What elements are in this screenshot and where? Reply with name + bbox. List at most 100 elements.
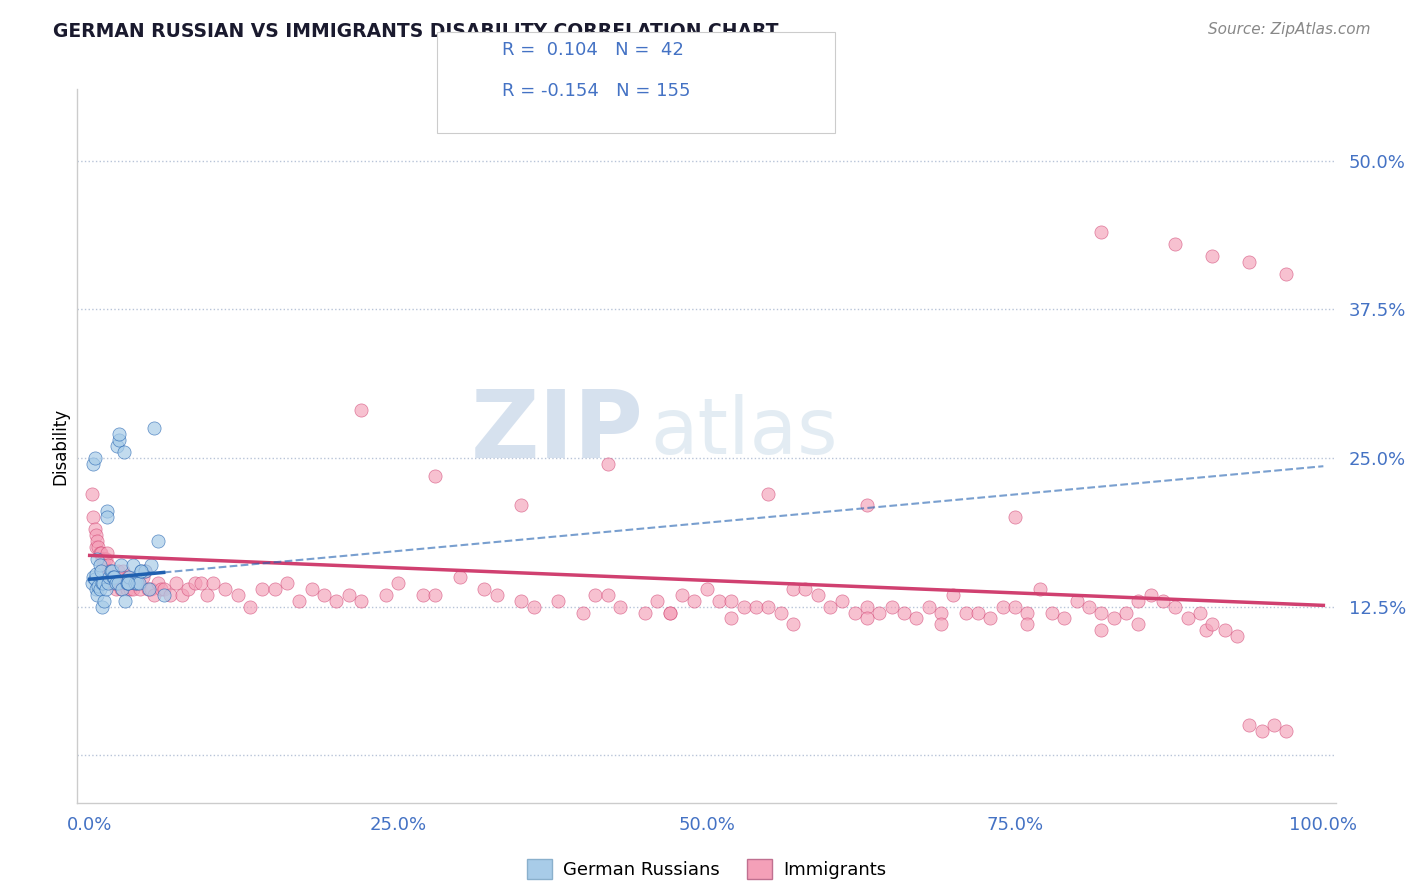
- Point: [86, 552, 108, 566]
- Point: [707, 593, 730, 607]
- Point: [96, 504, 118, 518]
- Point: [547, 593, 569, 607]
- Point: [1226, 629, 1249, 643]
- Y-axis label: Disability: Disability: [51, 408, 69, 484]
- Point: [121, 558, 143, 572]
- Point: [929, 617, 952, 632]
- Point: [634, 606, 657, 620]
- Point: [152, 582, 174, 596]
- Point: [1102, 611, 1125, 625]
- Point: [1213, 624, 1236, 638]
- Point: [124, 575, 146, 590]
- Point: [510, 593, 533, 607]
- Point: [89, 546, 111, 560]
- Point: [720, 611, 742, 625]
- Point: [856, 599, 879, 614]
- Point: [955, 606, 977, 620]
- Point: [1090, 606, 1112, 620]
- Point: [115, 582, 138, 596]
- Point: [96, 510, 118, 524]
- Point: [1164, 599, 1187, 614]
- Point: [1139, 588, 1161, 602]
- Point: [1090, 225, 1112, 239]
- Point: [745, 599, 768, 614]
- Point: [1017, 617, 1039, 632]
- Point: [942, 588, 965, 602]
- Point: [103, 570, 125, 584]
- Text: Source: ZipAtlas.com: Source: ZipAtlas.com: [1208, 22, 1371, 37]
- Point: [510, 499, 533, 513]
- Point: [374, 588, 396, 602]
- Point: [110, 582, 132, 596]
- Point: [90, 546, 112, 560]
- Point: [84, 540, 107, 554]
- Point: [108, 570, 131, 584]
- Legend: German Russians, Immigrants: German Russians, Immigrants: [520, 852, 893, 887]
- Point: [769, 606, 792, 620]
- Point: [177, 582, 200, 596]
- Point: [94, 582, 117, 596]
- Point: [696, 582, 718, 596]
- Point: [84, 582, 107, 596]
- Point: [104, 575, 127, 590]
- Point: [1201, 617, 1223, 632]
- Point: [609, 599, 631, 614]
- Point: [97, 575, 120, 590]
- Point: [645, 593, 668, 607]
- Point: [84, 528, 107, 542]
- Point: [337, 588, 360, 602]
- Point: [141, 582, 163, 596]
- Point: [1115, 606, 1137, 620]
- Point: [86, 588, 108, 602]
- Point: [301, 582, 323, 596]
- Point: [1004, 510, 1026, 524]
- Point: [98, 564, 121, 578]
- Point: [115, 575, 138, 590]
- Point: [226, 588, 249, 602]
- Point: [1128, 593, 1150, 607]
- Point: [756, 599, 779, 614]
- Point: [118, 575, 141, 590]
- Point: [387, 575, 409, 590]
- Point: [1066, 593, 1088, 607]
- Point: [146, 534, 169, 549]
- Point: [83, 572, 105, 586]
- Text: atlas: atlas: [650, 393, 838, 470]
- Point: [107, 575, 129, 590]
- Point: [87, 540, 110, 554]
- Point: [101, 575, 124, 590]
- Point: [1128, 617, 1150, 632]
- Point: [917, 599, 939, 614]
- Point: [312, 588, 335, 602]
- Point: [190, 575, 212, 590]
- Point: [82, 510, 104, 524]
- Text: GERMAN RUSSIAN VS IMMIGRANTS DISABILITY CORRELATION CHART: GERMAN RUSSIAN VS IMMIGRANTS DISABILITY …: [53, 22, 779, 41]
- Point: [82, 575, 104, 590]
- Point: [523, 599, 546, 614]
- Point: [979, 611, 1001, 625]
- Point: [100, 570, 122, 584]
- Point: [474, 582, 496, 596]
- Point: [89, 558, 111, 572]
- Point: [91, 575, 114, 590]
- Point: [880, 599, 903, 614]
- Point: [1263, 718, 1285, 732]
- Point: [1201, 249, 1223, 263]
- Point: [107, 564, 129, 578]
- Point: [585, 588, 607, 602]
- Point: [101, 564, 124, 578]
- Point: [967, 606, 990, 620]
- Point: [239, 599, 262, 614]
- Point: [111, 570, 134, 584]
- Point: [423, 588, 446, 602]
- Point: [110, 558, 132, 572]
- Point: [91, 575, 114, 590]
- Point: [118, 570, 141, 584]
- Point: [485, 588, 508, 602]
- Point: [868, 606, 890, 620]
- Point: [93, 552, 115, 566]
- Point: [98, 570, 121, 584]
- Point: [905, 611, 928, 625]
- Point: [136, 582, 159, 596]
- Point: [84, 567, 107, 582]
